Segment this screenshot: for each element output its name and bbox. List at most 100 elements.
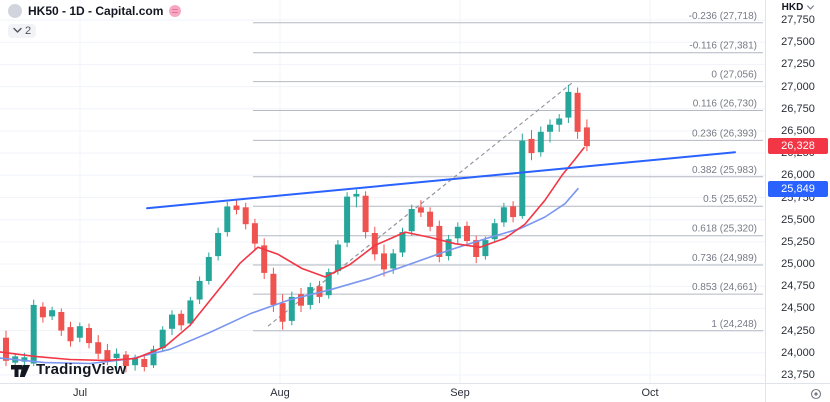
candlestick <box>500 207 507 223</box>
price-tick-label: 24,250 <box>781 324 815 337</box>
ma-fast-line <box>0 147 585 362</box>
candlestick <box>417 207 424 213</box>
price-tick-label: 26,500 <box>781 124 815 137</box>
candlestick <box>261 245 268 273</box>
tradingview-logo-text: TradingView <box>36 361 127 378</box>
candlestick <box>454 226 461 239</box>
candlestick <box>473 240 480 257</box>
fib-level-label: 0.5 (25,652) <box>703 194 757 205</box>
candlestick <box>39 306 46 318</box>
time-axis-label: Jul <box>72 387 88 399</box>
candlestick <box>3 337 9 361</box>
price-axis-header[interactable]: HKD <box>766 2 830 13</box>
price-tick-label: 26,750 <box>781 102 815 115</box>
candlestick <box>95 342 102 354</box>
time-axis-label: Aug <box>270 387 290 399</box>
candlestick <box>113 353 120 359</box>
candlestick <box>491 223 498 240</box>
candlestick <box>86 328 92 344</box>
price-tick-label: 27,750 <box>781 14 815 26</box>
tradingview-logo[interactable]: TradingView <box>10 361 126 378</box>
candlestick <box>528 138 535 154</box>
candlestick <box>537 131 544 153</box>
symbol-title[interactable]: HK50 - 1D - Capital.com <box>28 4 164 18</box>
fib-level-label: -0.116 (27,381) <box>689 41 757 52</box>
candlestick <box>408 209 415 232</box>
candlestick <box>427 211 434 227</box>
chart-legend: HK50 - 1D - Capital.com 2 <box>8 4 182 39</box>
candlestick <box>436 225 443 257</box>
candlestick <box>21 357 28 362</box>
price-tick-label: 25,250 <box>781 235 815 248</box>
candlestick <box>233 205 240 210</box>
price-tick-label: 24,000 <box>781 346 815 359</box>
fib-level-label: 0.116 (26,730) <box>693 99 757 110</box>
time-axis-label: Oct <box>641 387 659 399</box>
ma-value-badge: 25,849 <box>768 180 828 197</box>
candlestick <box>307 287 314 305</box>
indicators-legend-row: 2 <box>8 21 181 39</box>
candlestick <box>556 118 563 125</box>
candlestick <box>381 253 387 270</box>
candlestick <box>362 195 369 233</box>
candlestick <box>205 257 212 281</box>
candlestick <box>242 207 249 225</box>
last-price-badge: 26,328 <box>768 138 828 155</box>
chart-canvas[interactable]: -0.236 (27,718) -0.116 (27,381) 0 (27,056)… <box>0 0 766 383</box>
time-axis-label: Sep <box>450 387 470 399</box>
candlestick <box>482 240 489 257</box>
candlestick <box>565 91 572 118</box>
candlestick <box>390 253 397 269</box>
candlestick <box>141 359 148 367</box>
tradingview-logo-icon <box>11 365 30 377</box>
alert-icon[interactable] <box>169 5 182 17</box>
candlestick <box>49 310 56 317</box>
candlestick <box>196 280 203 300</box>
candlestick <box>187 300 194 324</box>
candlestick <box>279 303 286 322</box>
candlestick <box>574 92 581 132</box>
price-tick-label: 25,500 <box>781 213 815 226</box>
chevron-down-icon <box>13 27 22 33</box>
fib-level-label: -0.236 (27,718) <box>689 11 757 22</box>
candlestick <box>132 358 139 366</box>
candlestick <box>169 314 175 329</box>
candlestick <box>325 272 332 296</box>
indicators-collapse-button[interactable]: 2 <box>8 23 37 38</box>
fib-level-label: 0.736 (24,989) <box>692 253 757 264</box>
price-tick-label: 25,000 <box>781 258 815 271</box>
candlestick <box>150 349 157 366</box>
price-tick-label: 27,000 <box>781 80 815 93</box>
trendline[interactable] <box>146 151 736 210</box>
axis-settings-icon[interactable] <box>810 387 822 402</box>
price-tick-label: 24,500 <box>781 302 815 315</box>
candlestick <box>178 313 185 326</box>
candlestick <box>30 304 37 364</box>
fib-level-label: 0.236 (26,393) <box>692 128 757 139</box>
candlestick <box>547 124 553 132</box>
candlestick <box>58 312 65 331</box>
candlestick <box>371 233 378 255</box>
fib-level-label: 1 (24,248) <box>711 319 757 330</box>
symbol-logo-icon <box>8 4 22 18</box>
fib-level-label: 0.853 (24,661) <box>692 282 757 293</box>
candlestick <box>215 233 222 257</box>
fib-level-label: 0.618 (25,320) <box>692 224 757 235</box>
candlestick <box>104 350 111 360</box>
dashed-trendline[interactable] <box>267 82 573 327</box>
candlestick <box>298 294 304 306</box>
price-tick-label: 27,500 <box>781 36 815 49</box>
symbol-legend-row: HK50 - 1D - Capital.com <box>8 4 182 18</box>
chevron-down-icon <box>807 5 815 10</box>
fib-level-label: 0.382 (25,983) <box>692 165 757 176</box>
time-axis[interactable]: Jul Aug Sep Oct <box>0 383 830 402</box>
fib-level-label: 0 (27,056) <box>711 70 757 81</box>
candlestick <box>159 329 166 349</box>
candlestick <box>344 196 351 243</box>
candlestick <box>251 223 258 244</box>
candlestick <box>353 193 360 197</box>
candlestick <box>519 140 526 217</box>
price-tick-label: 27,250 <box>781 58 815 71</box>
candlestick <box>464 225 470 241</box>
price-axis[interactable]: HKD 27,750 27,500 27,250 27,000 26,750 26,500… <box>765 0 830 402</box>
